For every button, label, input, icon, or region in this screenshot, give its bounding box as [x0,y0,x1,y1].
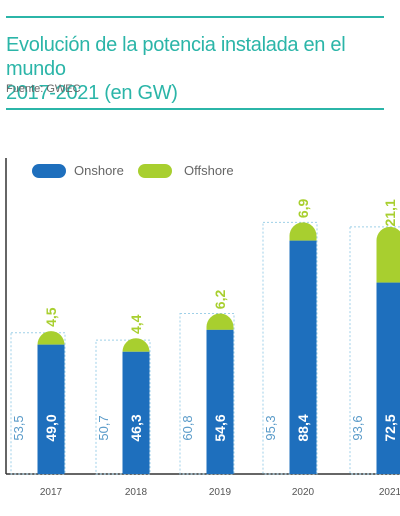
source-note: Fuente: GWEC [6,83,81,95]
legend-onshore-swatch [32,164,66,178]
x-tick-label-2021: 2021 [379,487,400,498]
legend-offshore-swatch [138,164,172,178]
top-rule [6,16,384,18]
chart-title: Evolución de la potencia instalada en el… [6,33,396,105]
onshore-bar-2018 [122,351,150,474]
onshore-label-2018: 46,3 [128,414,144,441]
offshore-label-2017: 4,5 [43,307,59,327]
onshore-bar-2017 [37,344,65,474]
offshore-label-2021: 21,1 [382,199,398,226]
onshore-bar-2020 [289,240,317,474]
total-label-2017: 53,5 [11,415,26,440]
legend-onshore-label: Onshore [74,163,124,178]
offshore-bar-2021 [376,226,400,283]
legend-offshore-label: Offshore [184,163,234,178]
total-label-2021: 93,6 [350,415,365,440]
offshore-bar-2017 [37,331,65,345]
total-label-2018: 50,7 [96,415,111,440]
total-label-2020: 95,3 [263,415,278,440]
offshore-label-2020: 6,9 [295,198,311,218]
onshore-bar-2019 [206,329,234,474]
offshore-bar-2020 [289,222,317,241]
onshore-label-2020: 88,4 [295,414,311,441]
total-outline-2017 [10,332,66,475]
x-tick-label-2020: 2020 [292,487,315,498]
onshore-label-2019: 54,6 [212,414,228,441]
title-line-1: Evolución de la potencia instalada en el… [6,34,346,80]
offshore-bar-2018 [122,338,150,352]
offshore-bar-2019 [206,313,234,330]
x-tick-label-2017: 2017 [40,487,63,498]
total-outline-2018 [95,339,151,475]
x-tick-label-2018: 2018 [125,487,148,498]
onshore-bar-2021 [376,282,400,474]
total-label-2019: 60,8 [180,415,195,440]
onshore-label-2021: 72,5 [382,414,398,441]
offshore-label-2018: 4,4 [128,314,144,334]
onshore-label-2017: 49,0 [43,414,59,441]
offshore-label-2019: 6,2 [212,290,228,310]
title-line-2: 2017-2021 (en GW) [6,82,178,104]
bottom-rule [6,108,384,110]
x-tick-label-2019: 2019 [209,487,232,498]
